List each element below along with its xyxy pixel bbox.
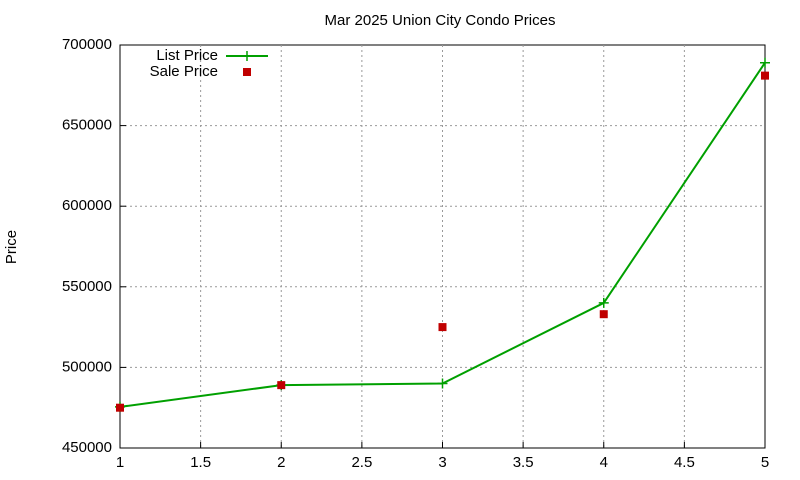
line-point [760, 57, 770, 68]
x-tick-label: 1.5 [190, 454, 211, 471]
scatter-point [761, 71, 769, 80]
scatter-point [599, 310, 608, 319]
line-point [598, 297, 609, 308]
legend-marker [243, 68, 251, 76]
y-tick-label: 700000 [62, 36, 112, 53]
x-tick-label: 4 [600, 454, 608, 471]
x-tick-label: 2 [277, 454, 285, 471]
y-tick-label: 650000 [62, 117, 112, 134]
y-tick-label: 450000 [62, 439, 112, 456]
y-tick-label: 550000 [62, 278, 112, 295]
legend-marker [242, 51, 252, 61]
x-tick-label: 1 [116, 454, 124, 471]
scatter-point [277, 381, 286, 390]
x-tick-label: 3 [438, 454, 446, 471]
x-tick-label: 2.5 [351, 454, 372, 471]
x-tick-label: 3.5 [513, 454, 534, 471]
legend-label: List Price [156, 47, 218, 64]
chart-title: Mar 2025 Union City Condo Prices [325, 12, 556, 29]
scatter-point [116, 403, 124, 412]
y-tick-label: 500000 [62, 358, 112, 375]
x-tick-label: 5 [761, 454, 769, 471]
line-point [437, 378, 448, 389]
x-tick-label: 4.5 [674, 454, 695, 471]
y-axis-label: Price [3, 230, 20, 264]
scatter-point [438, 323, 447, 332]
y-tick-label: 600000 [62, 197, 112, 214]
legend-label: Sale Price [150, 63, 218, 80]
